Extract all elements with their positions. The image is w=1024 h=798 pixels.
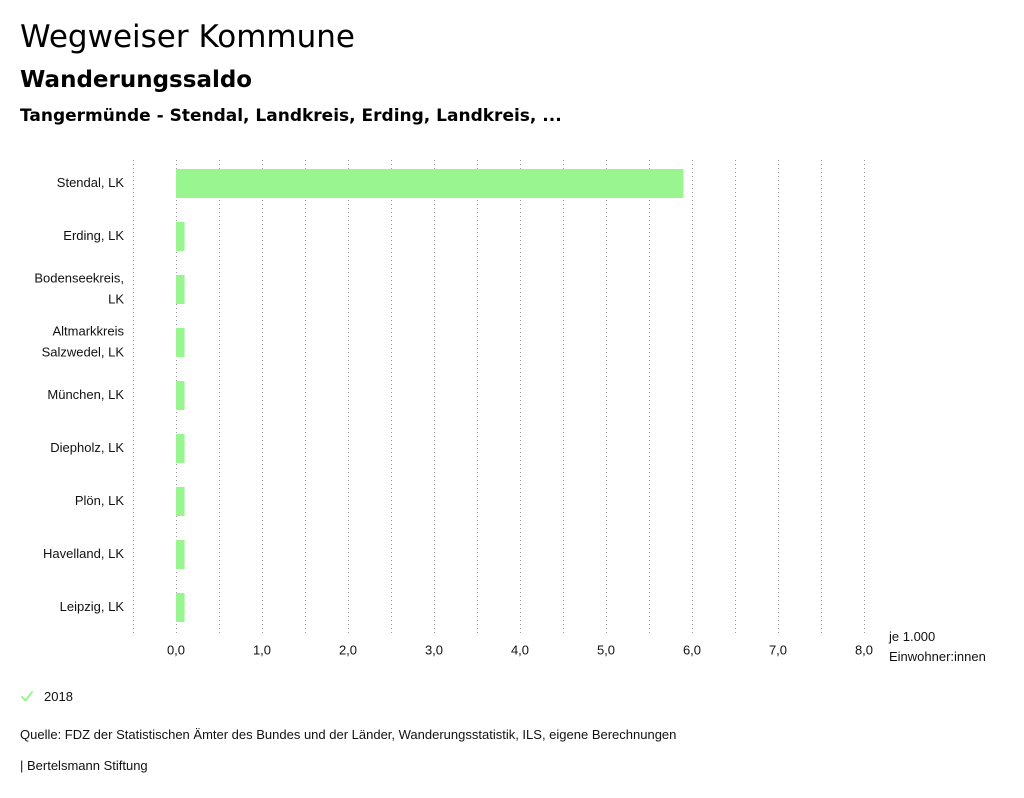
x-tick-label: 2,0	[339, 642, 357, 657]
x-tick-labels: 0,0 1,0 2,0 3,0 4,0 5,0 6,0 7,0 8,0	[167, 642, 873, 657]
x-axis-unit-line-1: je 1.000	[889, 629, 936, 644]
grid-lines	[133, 160, 865, 634]
bar[interactable]	[176, 328, 185, 357]
category-label: Leipzig, LK	[60, 599, 125, 614]
category-label: München, LK	[47, 387, 124, 402]
bar[interactable]	[176, 222, 185, 251]
category-label: Havelland, LK	[43, 546, 124, 561]
category-labels: Stendal, LK Erding, LK Bodenseekreis, LK Alt…	[34, 175, 124, 614]
bar-chart: Stendal, LK Erding, LK Bodenseekreis, LK Alt…	[34, 160, 873, 657]
x-axis-unit: je 1.000 Einwohner:innen	[889, 627, 986, 667]
legend-item-2018[interactable]: 2018	[20, 686, 73, 706]
category-label: Salzwedel, LK	[42, 344, 125, 359]
bar[interactable]	[176, 275, 185, 304]
indicator-title: Wanderungssaldo	[20, 67, 253, 93]
x-tick-label: 1,0	[253, 642, 271, 657]
category-label: Erding, LK	[63, 228, 124, 243]
x-axis-unit-line-2: Einwohner:innen	[889, 649, 986, 664]
x-tick-label: 6,0	[683, 642, 701, 657]
check-icon	[20, 690, 34, 703]
bar[interactable]	[176, 487, 185, 516]
bar[interactable]	[176, 381, 185, 410]
category-label: Diepholz, LK	[50, 440, 124, 455]
bar[interactable]	[176, 434, 185, 463]
bar[interactable]	[176, 169, 684, 198]
credit-note: | Bertelsmann Stiftung	[20, 758, 148, 773]
x-tick-label: 0,0	[167, 642, 185, 657]
region-selection-title: Tangermünde - Stendal, Landkreis, Erding…	[20, 106, 562, 126]
legend-label: 2018	[44, 688, 73, 704]
category-label: Stendal, LK	[57, 175, 125, 190]
source-note: Quelle: FDZ der Statistischen Ämter des …	[20, 727, 677, 742]
x-tick-label: 3,0	[425, 642, 443, 657]
bar[interactable]	[176, 540, 185, 569]
category-label: LK	[108, 291, 124, 306]
x-tick-label: 4,0	[511, 642, 529, 657]
x-tick-label: 7,0	[769, 642, 787, 657]
bar[interactable]	[176, 593, 185, 622]
bars	[176, 169, 684, 622]
category-label: Altmarkkreis	[52, 323, 124, 338]
category-label: Plön, LK	[75, 493, 124, 508]
page-title: Wegweiser Kommune	[20, 19, 355, 55]
category-label: Bodenseekreis,	[34, 270, 124, 285]
x-tick-label: 5,0	[597, 642, 615, 657]
x-tick-label: 8,0	[855, 642, 873, 657]
